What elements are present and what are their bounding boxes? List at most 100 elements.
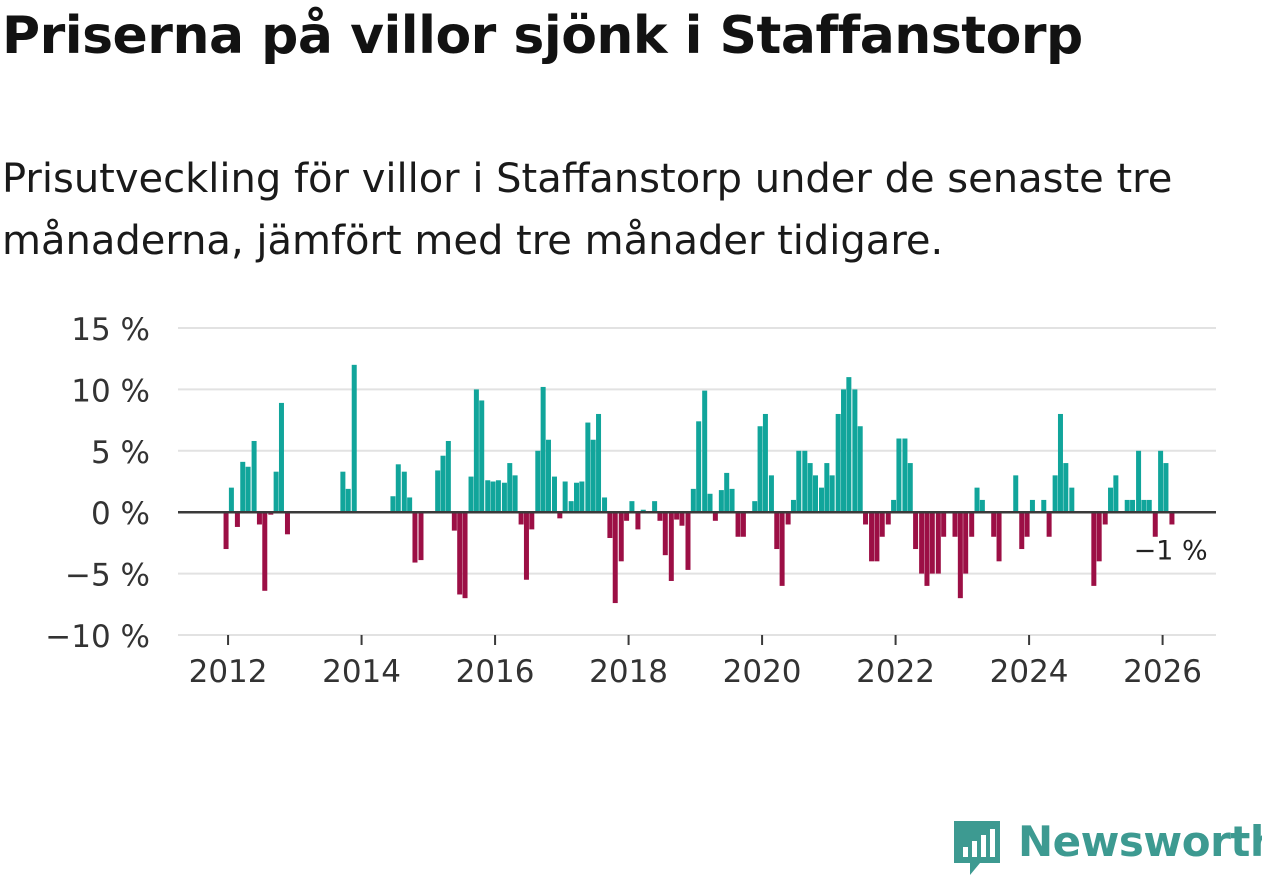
- bar-positive: [351, 364, 357, 513]
- bar-positive: [841, 389, 847, 513]
- bar-positive: [1057, 413, 1063, 513]
- bar-positive: [596, 413, 602, 513]
- bar-positive: [818, 487, 824, 513]
- bar-negative: [785, 512, 791, 525]
- bar-negative: [1019, 512, 1025, 550]
- y-tick-label: 10 %: [71, 373, 150, 409]
- y-tick-label: 5 %: [91, 435, 150, 471]
- bar-negative: [624, 512, 630, 521]
- bar-positive: [1063, 463, 1069, 513]
- bar-positive: [1163, 463, 1169, 513]
- bar-negative: [262, 512, 268, 591]
- bar-positive: [690, 488, 696, 513]
- x-tick-label: 2024: [990, 654, 1069, 690]
- bar-positive: [724, 472, 730, 513]
- bar-negative: [774, 512, 780, 550]
- bar-positive: [551, 476, 557, 513]
- bar-negative: [412, 512, 418, 563]
- bar-positive: [340, 471, 346, 513]
- y-tick-label: 15 %: [71, 312, 150, 348]
- bar-positive: [762, 413, 768, 513]
- bar-positive: [390, 496, 396, 513]
- bar-negative: [1169, 512, 1175, 525]
- bar-positive: [824, 463, 830, 513]
- bar-positive: [540, 386, 546, 513]
- bar-positive: [729, 488, 735, 513]
- bar-negative: [1102, 512, 1108, 525]
- bar-positive: [490, 481, 496, 513]
- bar-negative: [712, 512, 718, 521]
- bar-positive: [796, 450, 802, 513]
- bar-negative: [451, 512, 457, 531]
- bar-positive: [507, 463, 513, 513]
- bar-negative: [607, 512, 613, 538]
- bar-positive: [562, 481, 568, 513]
- bar-negative: [635, 512, 641, 530]
- bar-negative: [674, 512, 680, 520]
- bar-positive: [407, 497, 413, 513]
- bar-negative: [991, 512, 997, 537]
- bar-negative: [1024, 512, 1030, 537]
- bar-negative: [740, 512, 746, 537]
- bar-positive: [979, 499, 985, 513]
- bar-negative: [679, 512, 685, 526]
- x-tick-label: 2018: [589, 654, 668, 690]
- bar-positive: [1052, 475, 1058, 513]
- bar-negative: [523, 512, 529, 580]
- bar-positive: [495, 480, 501, 513]
- bar-negative: [863, 512, 869, 525]
- bar-negative: [924, 512, 930, 586]
- bar-positive: [278, 402, 284, 513]
- bar-positive: [790, 499, 796, 513]
- y-tick-label: −10 %: [45, 619, 150, 655]
- bar-positive: [696, 421, 702, 513]
- bar-positive: [602, 497, 608, 513]
- bar-positive: [702, 390, 708, 513]
- newsworthy-brand: Newsworthy: [952, 815, 1262, 879]
- bar-negative: [874, 512, 880, 562]
- bar-negative: [462, 512, 468, 599]
- bar-positive: [718, 490, 724, 513]
- bars: [223, 364, 1175, 604]
- bar-negative: [457, 512, 463, 595]
- bar-positive: [1113, 475, 1119, 513]
- bar-negative: [1091, 512, 1097, 586]
- bar-positive: [568, 501, 574, 513]
- bar-positive: [395, 464, 401, 513]
- bar-negative: [518, 512, 524, 525]
- bar-positive: [757, 426, 763, 513]
- bar-positive: [574, 482, 580, 513]
- bar-chart: 15 % 10 % 5 % 0 % −5 % −10 % 2012 2014 2016 2018…: [45, 312, 1216, 690]
- x-tick-label: 2016: [456, 654, 535, 690]
- bar-negative: [919, 512, 925, 574]
- bar-negative: [657, 512, 663, 521]
- bar-negative: [418, 512, 424, 561]
- x-tick-label: 2012: [189, 654, 268, 690]
- bar-positive: [590, 439, 596, 513]
- bar-positive: [440, 455, 446, 513]
- bar-positive: [1029, 499, 1035, 513]
- bar-positive: [273, 471, 279, 513]
- bar-positive: [251, 440, 257, 513]
- bar-positive: [1124, 499, 1130, 513]
- bar-negative: [557, 512, 563, 519]
- bar-positive: [1141, 499, 1147, 513]
- bar-negative: [941, 512, 947, 537]
- bar-negative: [963, 512, 969, 574]
- bar-positive: [545, 439, 551, 513]
- y-tick-label: −5 %: [65, 558, 150, 594]
- bar-negative: [913, 512, 919, 550]
- bar-positive: [473, 389, 479, 513]
- bar-negative: [957, 512, 963, 599]
- bar-negative: [618, 512, 624, 562]
- bar-positive: [485, 480, 491, 513]
- bar-positive: [629, 501, 635, 513]
- bar-positive: [345, 488, 351, 513]
- bar-negative: [1096, 512, 1102, 562]
- x-tick-label: 2014: [322, 654, 401, 690]
- bar-positive: [907, 463, 913, 513]
- bar-negative: [612, 512, 618, 604]
- bar-positive: [245, 466, 251, 513]
- bar-positive: [579, 481, 585, 513]
- bar-positive: [802, 450, 808, 513]
